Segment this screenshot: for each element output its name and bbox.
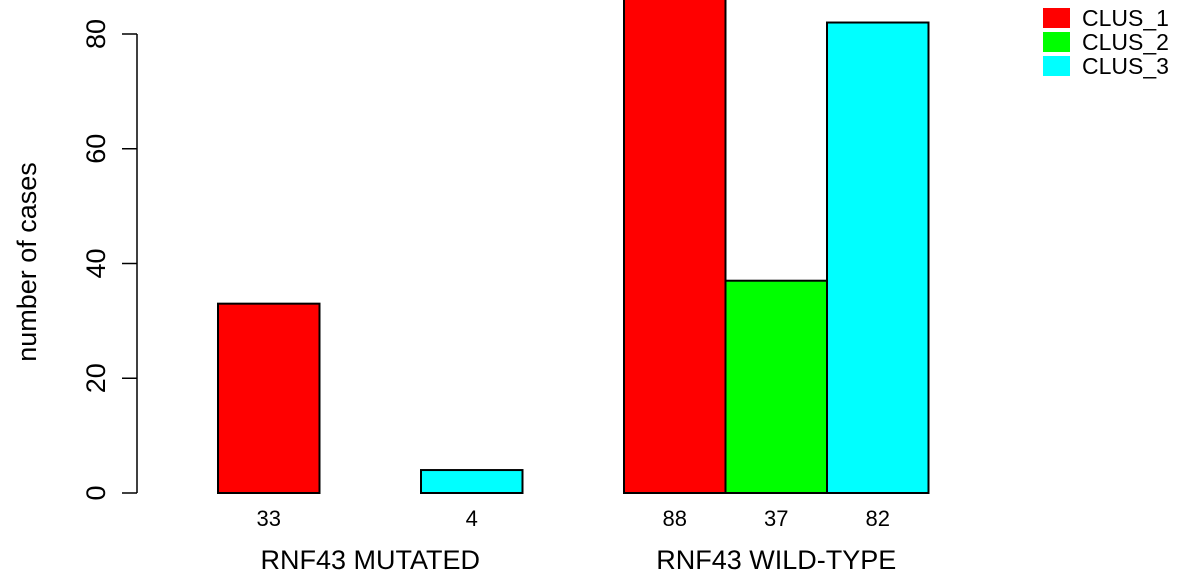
legend-swatch [1043, 56, 1070, 76]
y-tick-label: 0 [81, 485, 111, 500]
y-tick-label: 20 [81, 363, 111, 393]
bar-clus-1 [217, 302, 321, 494]
y-tick-label: 80 [81, 19, 111, 49]
group-label: RNF43 WILD-TYPE [656, 545, 896, 575]
group-label: RNF43 MUTATED [260, 545, 480, 575]
legend-item: CLUS_3 [1043, 53, 1169, 79]
bar-clus-1 [623, 0, 727, 494]
bar-clus-3 [826, 21, 930, 495]
bar-clus-2 [724, 279, 828, 494]
legend-swatch [1043, 8, 1070, 28]
count-labels: 33 4 88 37 82 [257, 506, 890, 531]
bar-count-label: 33 [257, 506, 281, 531]
group-labels: RNF43 MUTATED RNF43 WILD-TYPE [260, 545, 896, 575]
bar-count-label: 37 [764, 506, 788, 531]
y-axis-label: number of cases [12, 162, 42, 362]
y-axis: 0 20 40 60 80 [81, 19, 138, 501]
y-tick-label: 40 [81, 248, 111, 278]
legend-label: CLUS_3 [1082, 53, 1169, 79]
legend-label: CLUS_1 [1082, 5, 1169, 31]
bars [217, 0, 930, 495]
legend-label: CLUS_2 [1082, 29, 1169, 55]
bar-count-label: 82 [866, 506, 890, 531]
legend-item: CLUS_1 [1043, 5, 1169, 31]
bar-count-label: 4 [466, 506, 478, 531]
legend-item: CLUS_2 [1043, 29, 1169, 55]
bar-count-label: 88 [663, 506, 687, 531]
legend-swatch [1043, 32, 1070, 52]
bar-clus-3 [420, 469, 524, 494]
y-tick-label: 60 [81, 134, 111, 164]
